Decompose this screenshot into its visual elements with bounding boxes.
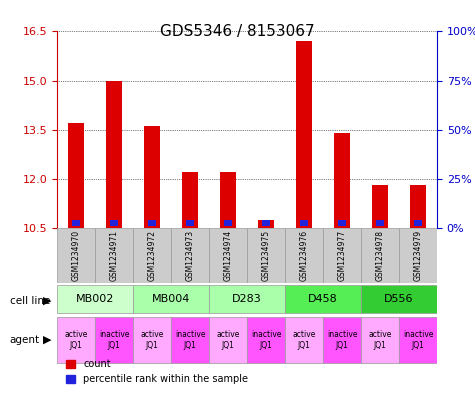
Bar xyxy=(376,220,384,226)
FancyBboxPatch shape xyxy=(323,317,361,363)
Text: GSM1234974: GSM1234974 xyxy=(224,230,232,281)
FancyBboxPatch shape xyxy=(247,228,285,283)
FancyBboxPatch shape xyxy=(209,317,247,363)
FancyBboxPatch shape xyxy=(133,285,209,313)
Text: GSM1234979: GSM1234979 xyxy=(414,230,422,281)
Bar xyxy=(296,41,312,228)
Text: MB004: MB004 xyxy=(152,294,190,304)
Text: inactive
JQ1: inactive JQ1 xyxy=(175,330,205,350)
Text: GSM1234970: GSM1234970 xyxy=(72,230,80,281)
FancyBboxPatch shape xyxy=(361,228,399,283)
Text: active
JQ1: active JQ1 xyxy=(216,330,240,350)
Text: GSM1234976: GSM1234976 xyxy=(300,230,308,281)
Bar xyxy=(372,185,388,228)
Bar xyxy=(72,220,80,226)
Text: GDS5346 / 8153067: GDS5346 / 8153067 xyxy=(160,24,315,39)
FancyBboxPatch shape xyxy=(247,317,285,363)
Text: D283: D283 xyxy=(232,294,262,304)
Text: MB002: MB002 xyxy=(76,294,114,304)
FancyBboxPatch shape xyxy=(171,317,209,363)
Text: active
JQ1: active JQ1 xyxy=(140,330,164,350)
Text: GSM1234972: GSM1234972 xyxy=(148,230,156,281)
FancyBboxPatch shape xyxy=(209,228,247,283)
Text: inactive
JQ1: inactive JQ1 xyxy=(327,330,357,350)
FancyBboxPatch shape xyxy=(399,228,437,283)
FancyBboxPatch shape xyxy=(95,317,133,363)
FancyBboxPatch shape xyxy=(95,228,133,283)
Text: cell line: cell line xyxy=(10,296,50,306)
Text: GSM1234978: GSM1234978 xyxy=(376,230,384,281)
FancyBboxPatch shape xyxy=(285,228,323,283)
Bar xyxy=(414,220,422,226)
Text: inactive
JQ1: inactive JQ1 xyxy=(403,330,433,350)
Bar xyxy=(220,172,236,228)
FancyBboxPatch shape xyxy=(361,285,437,313)
FancyBboxPatch shape xyxy=(57,228,95,283)
Text: D556: D556 xyxy=(384,294,414,304)
Bar xyxy=(300,220,308,226)
Text: ▶: ▶ xyxy=(43,296,52,306)
Bar xyxy=(148,220,156,226)
Text: D458: D458 xyxy=(308,294,338,304)
FancyBboxPatch shape xyxy=(285,317,323,363)
Text: inactive
JQ1: inactive JQ1 xyxy=(99,330,129,350)
Text: agent: agent xyxy=(10,335,39,345)
Bar xyxy=(68,123,84,228)
Legend: count, percentile rank within the sample: count, percentile rank within the sample xyxy=(62,356,252,388)
FancyBboxPatch shape xyxy=(323,228,361,283)
Text: ▶: ▶ xyxy=(43,335,52,345)
FancyBboxPatch shape xyxy=(57,285,133,313)
FancyBboxPatch shape xyxy=(285,285,361,313)
Text: active
JQ1: active JQ1 xyxy=(368,330,392,350)
Bar xyxy=(182,172,198,228)
Bar xyxy=(410,185,426,228)
Bar xyxy=(338,220,346,226)
Text: active
JQ1: active JQ1 xyxy=(292,330,316,350)
FancyBboxPatch shape xyxy=(133,228,171,283)
Bar xyxy=(334,133,350,228)
FancyBboxPatch shape xyxy=(209,285,285,313)
Bar xyxy=(262,220,270,226)
Text: active
JQ1: active JQ1 xyxy=(64,330,88,350)
Text: inactive
JQ1: inactive JQ1 xyxy=(251,330,281,350)
FancyBboxPatch shape xyxy=(399,317,437,363)
Bar xyxy=(224,220,232,226)
Bar xyxy=(258,220,274,228)
Text: GSM1234971: GSM1234971 xyxy=(110,230,118,281)
Text: GSM1234973: GSM1234973 xyxy=(186,230,194,281)
Bar xyxy=(106,81,122,228)
Bar xyxy=(186,220,194,226)
FancyBboxPatch shape xyxy=(171,228,209,283)
Text: GSM1234975: GSM1234975 xyxy=(262,230,270,281)
Bar xyxy=(144,127,160,228)
FancyBboxPatch shape xyxy=(57,317,95,363)
FancyBboxPatch shape xyxy=(361,317,399,363)
Text: GSM1234977: GSM1234977 xyxy=(338,230,346,281)
Bar xyxy=(110,220,118,226)
FancyBboxPatch shape xyxy=(133,317,171,363)
